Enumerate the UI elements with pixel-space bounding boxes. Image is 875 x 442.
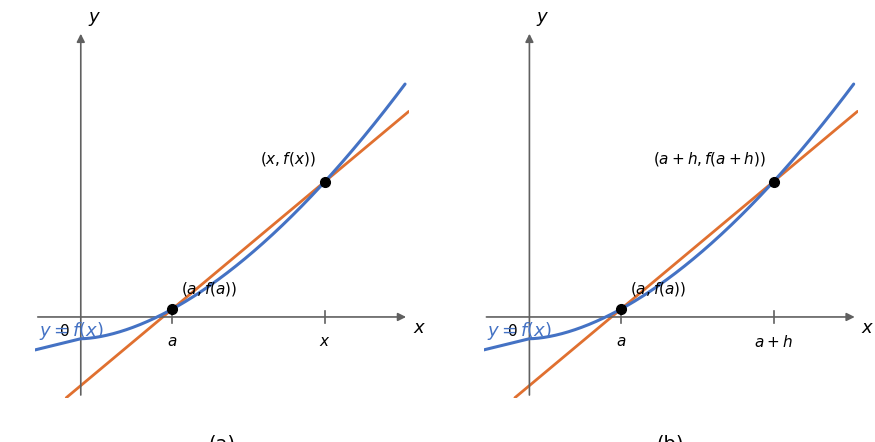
Text: $y$: $y$ xyxy=(88,10,101,28)
Text: $0$: $0$ xyxy=(507,323,518,339)
Text: $x$: $x$ xyxy=(413,320,426,337)
Text: $y = f(x)$: $y = f(x)$ xyxy=(38,320,103,342)
Text: $y$: $y$ xyxy=(536,10,550,28)
Text: $a$: $a$ xyxy=(167,335,178,349)
Text: $x$: $x$ xyxy=(319,335,331,349)
Text: $(a, f(a))$: $(a, f(a))$ xyxy=(181,280,238,298)
Text: (b): (b) xyxy=(657,434,684,442)
Text: $(a, f(a))$: $(a, f(a))$ xyxy=(630,280,686,298)
Text: $a$: $a$ xyxy=(616,335,626,349)
Text: $x$: $x$ xyxy=(861,320,875,337)
Text: (a): (a) xyxy=(208,434,235,442)
Text: $0$: $0$ xyxy=(59,323,69,339)
Text: $(a + h, f(a + h))$: $(a + h, f(a + h))$ xyxy=(653,150,766,168)
Text: $y = f(x)$: $y = f(x)$ xyxy=(487,320,552,342)
Text: $(x, f(x))$: $(x, f(x))$ xyxy=(260,150,316,168)
Text: $a + h$: $a + h$ xyxy=(754,335,793,351)
